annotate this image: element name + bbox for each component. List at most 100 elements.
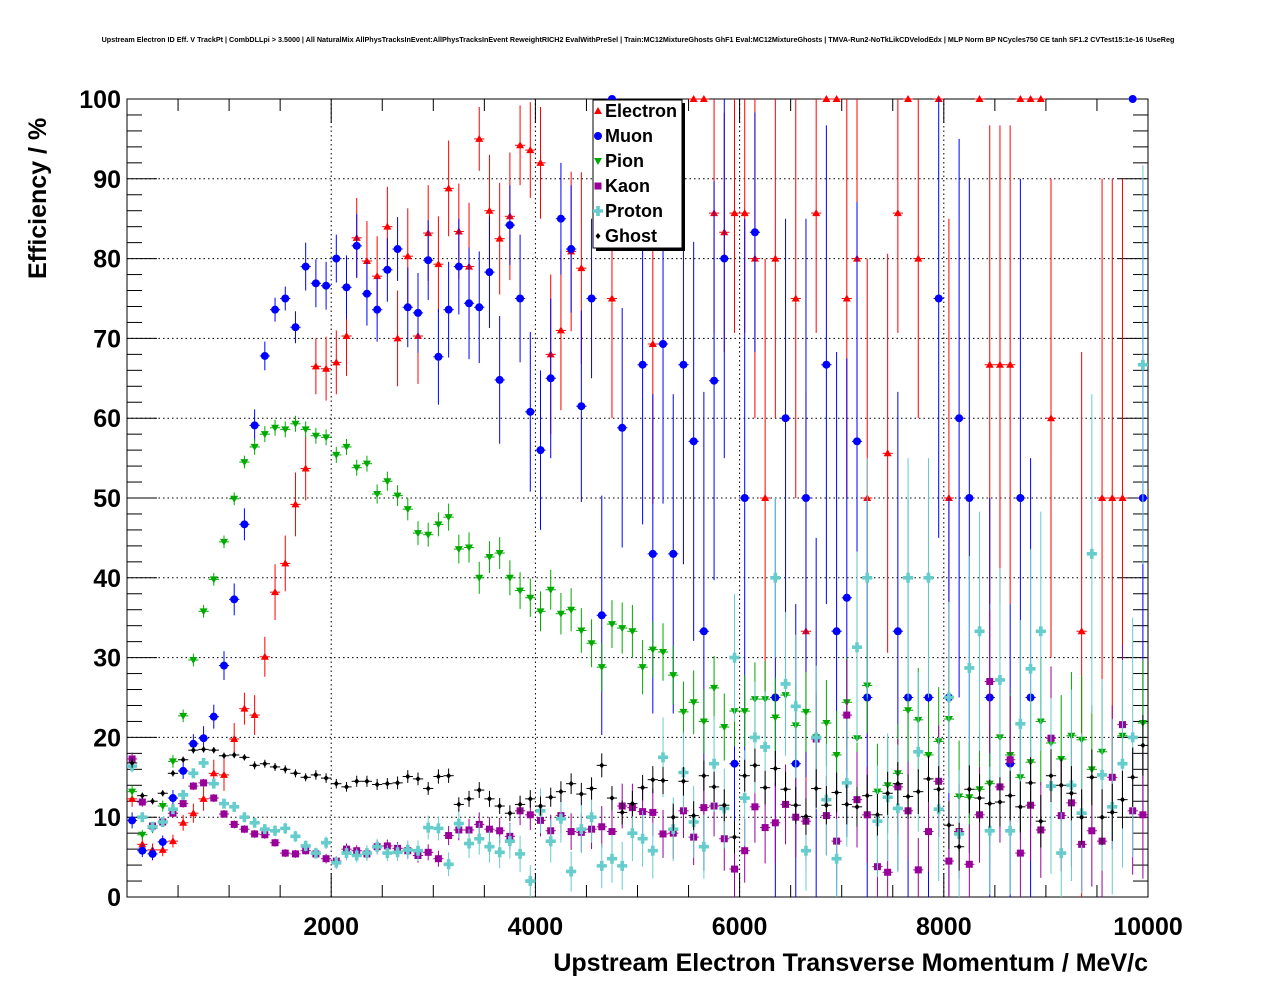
proton-marker: [147, 821, 158, 832]
data-point: [1005, 125, 1016, 605]
data-point: [249, 829, 260, 838]
data-point: [811, 99, 822, 333]
data-point: [504, 805, 515, 822]
ghost-marker: [323, 775, 329, 782]
kaon-marker: [649, 808, 657, 816]
kaon-marker: [291, 850, 299, 858]
ghost-marker: [874, 811, 880, 818]
data-point: [1045, 178, 1057, 658]
pion-marker: [138, 831, 147, 839]
data-point: [566, 773, 577, 795]
kaon-marker: [434, 855, 442, 863]
data-point: [576, 608, 587, 653]
data-point: [657, 766, 669, 795]
proton-marker: [760, 741, 771, 752]
ghost-marker: [446, 772, 452, 779]
data-point: [545, 819, 556, 863]
muon-marker: [781, 414, 790, 423]
data-point: [576, 310, 587, 502]
muon-marker: [720, 254, 729, 263]
data-point: [331, 330, 342, 395]
pion-marker: [465, 544, 474, 552]
data-points: [127, 95, 1148, 897]
y-tick-label: 90: [93, 166, 121, 194]
x-tick-label: 8000: [916, 913, 972, 941]
legend-proton-icon: [593, 206, 603, 216]
kaon-marker: [496, 827, 504, 835]
ghost-marker: [721, 802, 727, 809]
muon-marker: [424, 256, 433, 265]
data-point: [647, 621, 658, 678]
y-tick-label: 100: [79, 86, 121, 114]
muon-marker: [128, 816, 137, 825]
data-point: [147, 821, 158, 832]
muon-marker: [679, 360, 688, 369]
data-point: [198, 746, 209, 753]
data-point: [484, 216, 495, 329]
pion-marker: [250, 443, 259, 451]
x-axis-label: Upstream Electron Transverse Momentum / …: [553, 949, 1148, 977]
ghost-marker: [660, 777, 666, 784]
data-point: [331, 778, 342, 789]
electron-marker: [1108, 494, 1117, 501]
data-point: [954, 138, 965, 698]
data-point: [198, 757, 209, 768]
data-point: [780, 218, 791, 618]
ghost-marker: [925, 775, 931, 782]
proton-marker: [453, 818, 464, 829]
data-point: [1035, 794, 1046, 848]
muon-marker: [413, 308, 422, 317]
data-point: [821, 786, 832, 825]
legend-label: Ghost: [605, 226, 657, 246]
electron-marker: [158, 845, 167, 853]
electron-marker: [362, 256, 371, 264]
proton-marker: [484, 841, 495, 852]
data-point: [596, 495, 607, 736]
kaon-marker: [220, 810, 228, 818]
x-tick-label: 10000: [1113, 913, 1183, 941]
ghost-marker: [456, 801, 462, 808]
proton-marker: [300, 840, 311, 851]
data-point: [1107, 783, 1118, 842]
proton-marker: [596, 860, 607, 871]
pion-marker: [230, 495, 239, 503]
data-point: [443, 140, 454, 237]
proton-marker: [923, 572, 934, 583]
ghost-marker: [170, 770, 176, 777]
data-point: [198, 786, 209, 811]
proton-marker: [627, 828, 638, 839]
ghost-marker: [1109, 809, 1115, 816]
ghost-marker: [803, 813, 809, 820]
muon-marker: [260, 351, 269, 360]
data-point: [688, 801, 699, 830]
data-point: [902, 458, 914, 698]
data-point: [555, 162, 567, 275]
data-point: [1066, 766, 1077, 821]
proton-marker: [1005, 825, 1016, 836]
muon-marker: [393, 245, 402, 254]
data-point: [800, 671, 812, 752]
proton-marker: [862, 572, 873, 583]
kaon-marker: [251, 830, 259, 838]
data-point: [678, 766, 689, 796]
y-axis-label: Efficiency / %: [24, 118, 52, 279]
data-point: [760, 258, 771, 738]
pion-marker: [720, 724, 729, 732]
data-point: [1117, 770, 1128, 829]
data-point: [290, 849, 301, 858]
data-point: [188, 746, 199, 754]
electron-marker: [648, 339, 657, 347]
electron-marker: [281, 559, 290, 567]
data-point: [657, 623, 669, 681]
pion-marker: [301, 426, 310, 434]
muon-marker: [659, 339, 668, 348]
electron-marker: [944, 494, 953, 501]
ghost-marker: [650, 776, 656, 783]
data-point: [320, 429, 332, 446]
data-point: [178, 789, 189, 800]
data-point: [239, 754, 250, 761]
data-point: [943, 801, 955, 850]
proton-marker: [474, 833, 485, 844]
muon-marker: [750, 228, 759, 237]
proton-marker: [382, 848, 393, 859]
